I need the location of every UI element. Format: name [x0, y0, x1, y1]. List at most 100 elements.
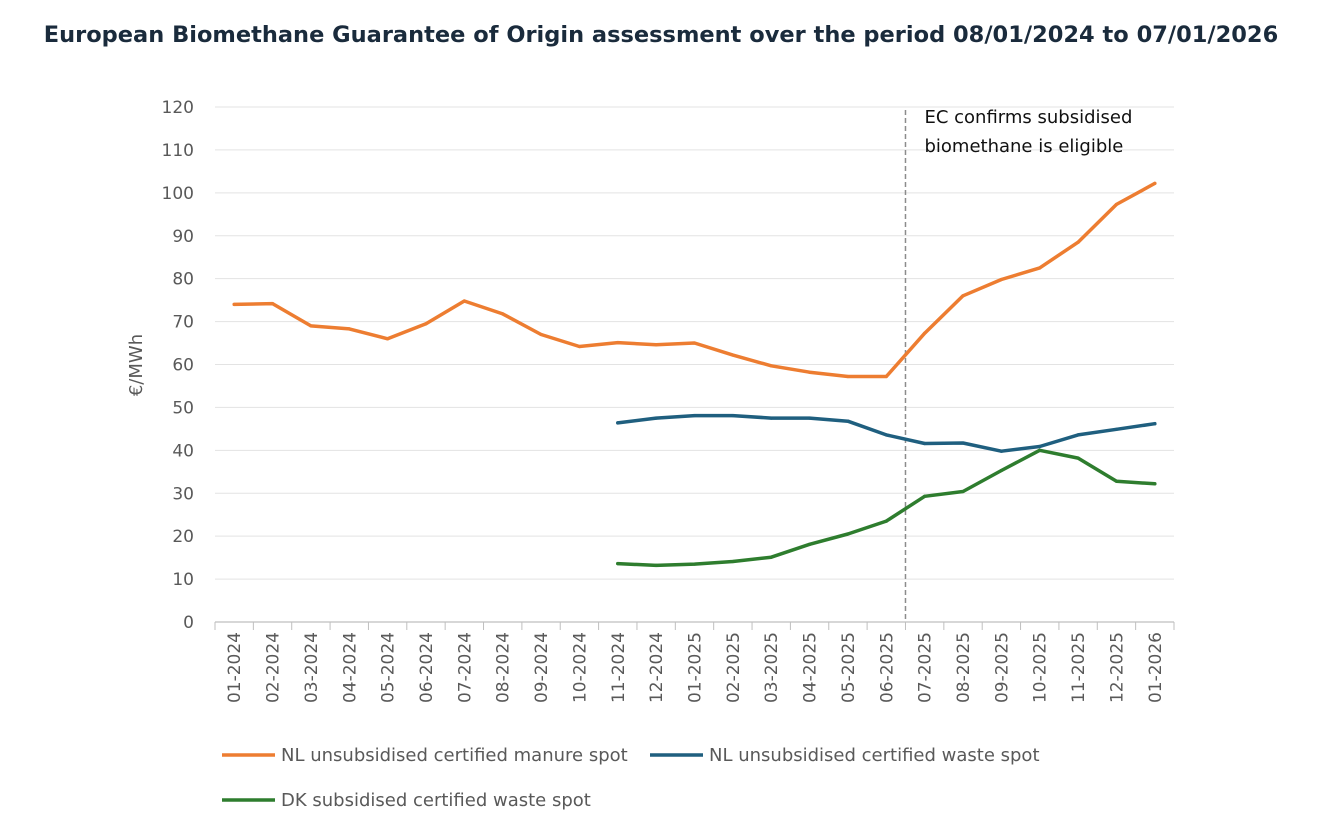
legend-label: NL unsubsidised certified manure spot — [281, 745, 628, 766]
gridlines — [215, 106, 1174, 580]
y-tick-label: 30 — [172, 484, 194, 504]
y-tick-label: 80 — [172, 270, 194, 290]
y-tick-label: 110 — [162, 141, 194, 161]
x-tick-label: 03-2024 — [302, 632, 322, 703]
data-point — [616, 562, 620, 566]
data-point — [1114, 479, 1119, 483]
data-point — [807, 416, 812, 420]
data-point — [424, 322, 428, 326]
x-tick-label: 07-2024 — [455, 632, 475, 703]
data-point — [654, 416, 658, 420]
y-axis-label: €/MWh — [126, 334, 147, 396]
x-tick-label: 06-2025 — [877, 632, 897, 703]
data-point — [923, 331, 927, 335]
data-point — [769, 364, 773, 368]
x-tick-label: 05-2024 — [379, 632, 399, 703]
x-tick-label: 12-2025 — [1107, 632, 1127, 703]
x-tick-label: 12-2024 — [647, 632, 667, 703]
data-point — [731, 413, 735, 418]
legend-item-2[interactable]: NL unsubsidised certified waste spot — [650, 745, 1040, 766]
y-tick-label: 60 — [172, 356, 194, 376]
data-point — [654, 563, 658, 567]
x-tick-label: 09-2024 — [532, 632, 552, 703]
x-tick-label: 11-2024 — [609, 632, 629, 703]
series-line-3 — [616, 448, 1157, 568]
data-point — [961, 441, 965, 445]
x-tick-label: 08-2024 — [494, 632, 514, 703]
x-axis: 01-2024 02-2024 03-2024 04-2024 05-2024 06-20… — [214, 621, 1175, 703]
x-tick-label: 04-2024 — [340, 632, 360, 703]
x-tick-label: 08-2025 — [954, 632, 974, 703]
data-point — [999, 468, 1003, 473]
y-tick-label: 70 — [172, 313, 194, 333]
y-tick-label: 90 — [172, 227, 194, 247]
data-point — [807, 370, 812, 374]
data-point — [1076, 456, 1080, 460]
data-point — [1038, 448, 1042, 452]
data-point — [731, 353, 735, 357]
x-tick-label: 01-2024 — [225, 632, 245, 703]
x-tick-label: 06-2024 — [417, 632, 437, 703]
x-tick-label: 10-2025 — [1031, 632, 1051, 703]
x-tick-label: 07-2025 — [916, 632, 936, 703]
data-point — [923, 494, 927, 498]
data-point — [692, 562, 697, 566]
data-point — [692, 413, 697, 418]
data-point — [347, 327, 351, 331]
data-point — [1153, 482, 1157, 486]
x-tick-label: 10-2024 — [570, 632, 590, 703]
data-point — [539, 332, 543, 337]
annotation-text-line-2: biomethane is eligible — [924, 136, 1123, 157]
data-point — [692, 341, 697, 345]
data-point — [1076, 433, 1080, 437]
y-tick-label: 40 — [172, 441, 194, 461]
legend-item-1[interactable]: NL unsubsidised certified manure spot — [222, 745, 628, 766]
data-point — [616, 341, 620, 345]
y-tick-label: 10 — [172, 570, 194, 590]
legend-label: NL unsubsidised certified waste spot — [709, 745, 1040, 766]
data-point — [769, 555, 773, 559]
data-point — [270, 301, 275, 306]
data-point — [731, 559, 735, 564]
data-point — [462, 299, 466, 303]
data-point — [654, 343, 658, 347]
legend-label: DK subsidised certified waste spot — [281, 790, 591, 811]
data-point — [923, 441, 927, 446]
y-axis-ticks: 0 10 20 30 40 50 60 70 80 90 100 110 120 — [162, 98, 194, 633]
legend[interactable]: NL unsubsidised certified manure spot NL … — [222, 745, 1040, 811]
series-lines — [232, 181, 1157, 568]
data-point — [769, 416, 773, 420]
legend-item-3[interactable]: DK subsidised certified waste spot — [222, 790, 591, 811]
data-point — [999, 449, 1003, 453]
data-point — [1153, 422, 1157, 426]
data-point — [386, 337, 390, 341]
annotation-text-line-1: EC confirms subsidised — [924, 107, 1132, 128]
data-point — [616, 421, 620, 425]
y-tick-label: 20 — [172, 527, 194, 547]
x-tick-label: 09-2025 — [992, 632, 1012, 703]
data-point — [846, 374, 850, 379]
data-point — [846, 532, 850, 536]
series-line-1 — [232, 181, 1157, 379]
data-point — [309, 324, 313, 328]
x-tick-label: 02-2024 — [264, 632, 284, 703]
data-point — [1153, 181, 1157, 185]
x-tick-label: 11-2025 — [1069, 632, 1089, 703]
y-tick-label: 0 — [183, 613, 194, 633]
chart-title: European Biomethane Guarantee of Origin … — [43, 22, 1279, 48]
y-tick-label: 120 — [162, 98, 194, 118]
annotation: EC confirms subsidised biomethane is elig… — [904, 107, 1132, 622]
data-point — [232, 302, 236, 307]
data-point — [1076, 240, 1080, 244]
data-point — [1038, 444, 1042, 449]
data-point — [999, 277, 1003, 282]
x-tick-label: 02-2025 — [724, 632, 744, 703]
data-point — [577, 344, 582, 349]
data-point — [846, 419, 850, 423]
data-point — [961, 294, 965, 298]
data-point — [961, 489, 965, 494]
data-point — [1114, 427, 1119, 431]
x-tick-label: 05-2025 — [839, 632, 859, 703]
x-tick-label: 04-2025 — [801, 632, 821, 703]
